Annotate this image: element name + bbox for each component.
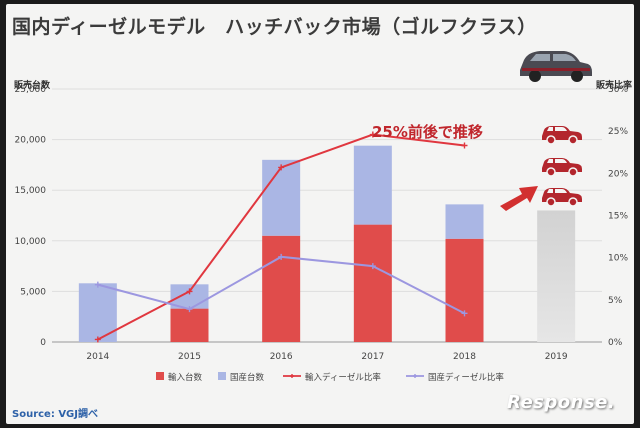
bar-domestic-2015	[170, 284, 209, 309]
point-import-ratio	[278, 164, 285, 171]
y-tick-right: 20%	[608, 169, 628, 179]
point-domestic-ratio	[278, 253, 285, 260]
legend-marker	[413, 374, 417, 378]
point-domestic-ratio	[369, 263, 376, 270]
axes: 0 5,000 10,000 15,000 20,000 25,000 0% 5% 10% 15%…	[15, 85, 629, 362]
point-domestic-ratio	[186, 306, 193, 313]
point-import-ratio	[186, 288, 193, 295]
x-tick-label: 2015	[178, 352, 201, 362]
hatchback-car-icon	[520, 51, 592, 82]
chart: 0 5,000 10,000 15,000 20,000 25,000 0% 5% 10% 15%…	[14, 51, 632, 383]
y-tick-left: 15,000	[15, 186, 47, 196]
bar-import-2018	[445, 238, 484, 342]
legend-label: 国産ディーゼル比率	[428, 372, 504, 383]
bar-import-2015	[170, 308, 209, 342]
legend-marker	[290, 374, 294, 378]
slide: 国内ディーゼルモデル ハッチバック市場（ゴルフクラス） 0 5,00	[6, 4, 634, 424]
point-import-ratio	[369, 131, 376, 138]
y-tick-right: 10%	[608, 254, 628, 264]
y-tick-right: 5%	[608, 296, 623, 306]
bar-domestic-2016	[262, 159, 301, 236]
y-axis-title-right: 販売比率	[596, 79, 632, 91]
source-note: Source: VGJ調べ	[12, 409, 98, 420]
bar-domestic-2018	[445, 204, 484, 239]
car-icon-1	[541, 125, 583, 145]
y-tick-right: 30%	[608, 85, 628, 95]
point-import-ratio	[461, 142, 468, 149]
x-tick-label: 2016	[270, 352, 293, 362]
x-tick-label: 2019	[545, 352, 568, 362]
bar-import-2016	[262, 235, 301, 342]
x-tick-label: 2018	[453, 352, 476, 362]
y-tick-right: 25%	[608, 127, 628, 137]
bar-import-2017	[353, 224, 392, 342]
y-axis-title-left: 販売台数	[14, 79, 51, 91]
bars	[78, 145, 576, 342]
legend-label: 輸入台数	[168, 372, 203, 383]
y-tick-left: 10,000	[15, 237, 47, 247]
y-tick-left: 0	[40, 338, 46, 348]
bar-domestic-2017	[353, 145, 392, 225]
x-tick-label: 2014	[86, 352, 109, 362]
gridlines	[52, 88, 602, 343]
bar-forecast-2019	[537, 210, 576, 342]
annotation-label: 25%前後で推移	[372, 123, 483, 141]
arrow-icon	[500, 186, 538, 211]
point-domestic-ratio	[461, 310, 468, 317]
legend-label: 輸入ディーゼル比率	[305, 372, 381, 383]
y-tick-left: 5,000	[20, 287, 46, 297]
legend-swatch	[156, 372, 164, 380]
legend-label: 国産台数	[230, 372, 265, 383]
y-tick-left: 20,000	[15, 136, 47, 146]
y-tick-right: 0%	[608, 338, 623, 348]
car-icon-2	[541, 157, 583, 177]
point-import-ratio	[94, 336, 101, 343]
y-tick-right: 15%	[608, 212, 628, 222]
response-logo: Response.	[507, 392, 616, 413]
y-tick-left: 25,000	[15, 85, 47, 95]
page-title: 国内ディーゼルモデル ハッチバック市場（ゴルフクラス）	[12, 16, 537, 38]
lines	[94, 131, 468, 343]
x-tick-label: 2017	[361, 352, 384, 362]
legend-swatch	[218, 372, 226, 380]
legend: 輸入台数 国産台数 輸入ディーゼル比率 国産ディーゼル比率	[156, 372, 504, 383]
point-domestic-ratio	[94, 281, 101, 288]
